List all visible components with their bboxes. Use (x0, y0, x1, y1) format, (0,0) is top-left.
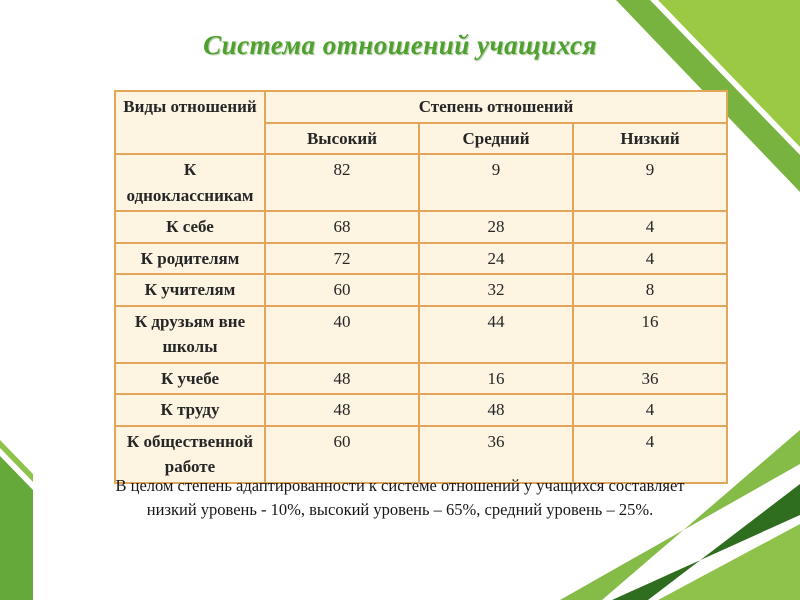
cell-value: 16 (418, 361, 574, 395)
relations-table: Виды отношений Степень отношений Высокий… (114, 90, 729, 484)
row-label: К учебе (114, 361, 266, 395)
table-row: К общественной работе 60 36 4 (114, 424, 729, 484)
table-row: К родителям 72 24 4 (114, 241, 729, 275)
cell-value: 72 (264, 241, 420, 275)
column-header-medium: Средний (418, 121, 574, 155)
table-row: К одноклассникам 82 9 9 (114, 153, 729, 212)
table-corner-header: Виды отношений (114, 90, 266, 155)
cell-value: 4 (571, 241, 729, 275)
cell-value: 48 (264, 393, 420, 427)
table-header-row-2: Высокий Средний Низкий (115, 121, 729, 155)
cell-value: 16 (571, 304, 729, 364)
cell-value: 8 (571, 273, 729, 307)
cell-value: 68 (264, 210, 420, 244)
column-header-low: Низкий (571, 121, 729, 155)
cell-value: 28 (418, 210, 574, 244)
cell-value: 60 (264, 273, 420, 307)
cell-value: 24 (418, 241, 574, 275)
cell-value: 40 (264, 304, 420, 364)
row-label: К друзьям вне школы (114, 304, 266, 364)
cell-value: 4 (571, 210, 729, 244)
cell-value: 60 (264, 424, 420, 484)
relations-table-container: Виды отношений Степень отношений Высокий… (114, 90, 729, 484)
row-label: К одноклассникам (114, 153, 266, 212)
cell-value: 48 (264, 361, 420, 395)
table-header-row-1: Виды отношений Степень отношений (114, 90, 729, 155)
cell-value: 4 (571, 393, 729, 427)
table-group-header: Степень отношений (263, 90, 729, 124)
table-row: К друзьям вне школы 40 44 16 (114, 304, 729, 364)
column-header-high: Высокий (264, 121, 420, 155)
cell-value: 9 (418, 153, 574, 212)
decor-bottom-right-corner (658, 524, 800, 600)
table-row: К учебе 48 16 36 (114, 361, 729, 395)
table-row: К труду 48 48 4 (114, 393, 729, 427)
decor-bottom-left-strip (0, 456, 33, 600)
row-label: К труду (114, 393, 266, 427)
cell-value: 36 (571, 361, 729, 395)
row-label: К себе (114, 210, 266, 244)
cell-value: 9 (571, 153, 729, 212)
row-label: К общественной работе (114, 424, 266, 484)
table-row: К себе 68 28 4 (114, 210, 729, 244)
row-label: К учителям (114, 273, 266, 307)
slide-title: Система отношений учащихся (203, 30, 597, 60)
cell-value: 32 (418, 273, 574, 307)
cell-value: 48 (418, 393, 574, 427)
cell-value: 36 (418, 424, 574, 484)
cell-value: 82 (264, 153, 420, 212)
cell-value: 4 (571, 424, 729, 484)
decor-bottom-left-band (0, 440, 33, 482)
cell-value: 44 (418, 304, 574, 364)
table-row: К учителям 60 32 8 (114, 273, 729, 307)
summary-text: В целом степень адаптированности к систе… (115, 476, 685, 519)
row-label: К родителям (114, 241, 266, 275)
